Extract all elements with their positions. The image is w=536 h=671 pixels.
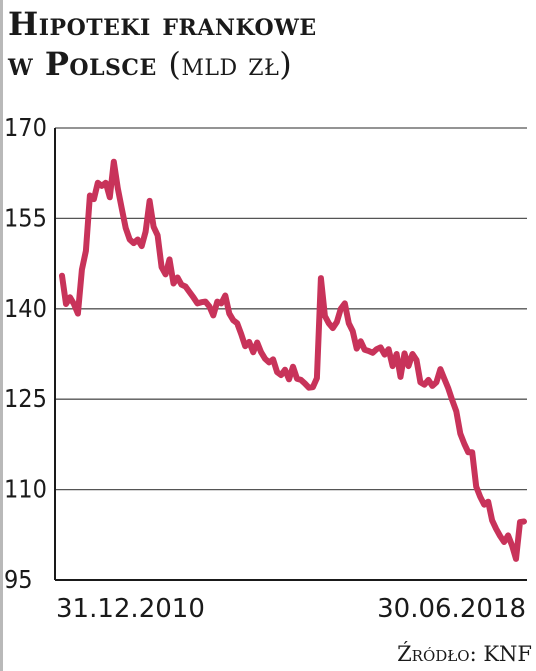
y-tick-label: 140 bbox=[4, 294, 47, 323]
y-tick-label: 95 bbox=[4, 565, 33, 594]
title-line-2: w Polsce (mld zł) bbox=[8, 44, 528, 84]
y-tick-label: 155 bbox=[4, 203, 47, 232]
chart-title: Hipoteki frankowe w Polsce (mld zł) bbox=[8, 4, 528, 84]
x-tick-label: 31.12.2010 bbox=[56, 594, 205, 624]
series-line-0 bbox=[59, 158, 527, 562]
y-tick-label: 125 bbox=[4, 384, 47, 413]
title-line-1: Hipoteki frankowe bbox=[8, 5, 317, 43]
title-unit: (mld zł) bbox=[168, 45, 293, 83]
y-tick-label: 110 bbox=[4, 475, 47, 504]
title-line-2-text: w Polsce bbox=[8, 45, 157, 83]
x-tick-label: 30.06.2018 bbox=[377, 594, 526, 624]
y-tick-label: 170 bbox=[4, 113, 47, 142]
left-frame-rule bbox=[0, 0, 3, 671]
source-note: Źródło: KNF bbox=[397, 642, 532, 666]
